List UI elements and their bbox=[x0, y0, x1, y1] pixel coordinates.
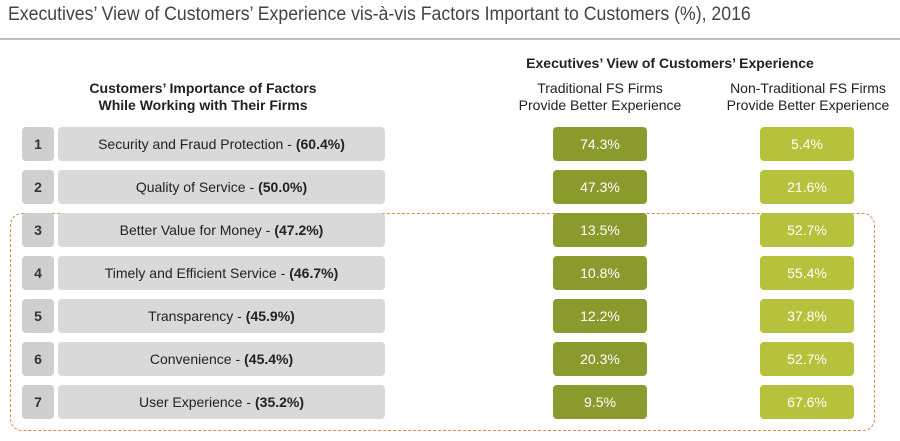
traditional-value-cell: 47.3% bbox=[553, 170, 647, 204]
non-traditional-header-line1: Non-Traditional FS Firms bbox=[730, 80, 886, 96]
importance-value: (45.4%) bbox=[244, 351, 294, 367]
rank-badge: 3 bbox=[22, 213, 54, 247]
factor-name: Convenience - bbox=[149, 351, 241, 367]
factor-name: Security and Fraud Protection - bbox=[98, 136, 292, 152]
non-traditional-value-cell: 37.8% bbox=[760, 299, 854, 333]
table-row: 4 Timely and Efficient Service - (46.7%) 10… bbox=[0, 255, 900, 291]
non-traditional-value-cell: 52.7% bbox=[760, 213, 854, 247]
chart-title: Executives’ View of Customers’ Experienc… bbox=[8, 4, 751, 25]
traditional-value-cell: 74.3% bbox=[553, 127, 647, 161]
factor-label: Quality of Service - (50.0%) bbox=[58, 170, 385, 204]
rank-badge: 4 bbox=[22, 256, 54, 290]
non-traditional-value-cell: 67.6% bbox=[760, 385, 854, 419]
rank-badge: 2 bbox=[22, 170, 54, 204]
factor-name: Quality of Service - bbox=[135, 179, 255, 195]
importance-value: (60.4%) bbox=[295, 136, 345, 152]
factor-label: Timely and Efficient Service - (46.7%) bbox=[58, 256, 385, 290]
non-traditional-header-line2: Provide Better Experience bbox=[726, 97, 890, 113]
non-traditional-column-header: Non-Traditional FS Firms Provide Better … bbox=[713, 80, 900, 114]
importance-value: (50.0%) bbox=[258, 179, 308, 195]
factor-label: User Experience - (35.2%) bbox=[58, 385, 385, 419]
importance-value: (35.2%) bbox=[255, 394, 305, 410]
traditional-value-cell: 9.5% bbox=[553, 385, 647, 419]
traditional-value-cell: 13.5% bbox=[553, 213, 647, 247]
customers-importance-header-line2: While Working with Their Firms bbox=[98, 97, 308, 113]
rank-badge: 6 bbox=[22, 342, 54, 376]
table-row: 2 Quality of Service - (50.0%) 47.3% 21.6% bbox=[0, 169, 900, 205]
factor-name: User Experience - bbox=[138, 394, 251, 410]
factor-name: Better Value for Money - bbox=[119, 222, 271, 238]
table-row: 1 Security and Fraud Protection - (60.4%) 7… bbox=[0, 126, 900, 162]
factor-label: Convenience - (45.4%) bbox=[58, 342, 385, 376]
executives-view-header: Executives’ View of Customers’ Experienc… bbox=[526, 55, 814, 71]
factor-label: Security and Fraud Protection - (60.4%) bbox=[58, 127, 385, 161]
customers-importance-header-line1: Customers’ Importance of Factors bbox=[89, 80, 317, 96]
non-traditional-value-cell: 55.4% bbox=[760, 256, 854, 290]
title-divider bbox=[0, 38, 900, 40]
non-traditional-value-cell: 21.6% bbox=[760, 170, 854, 204]
table-row: 5 Transparency - (45.9%) 12.2% 37.8% bbox=[0, 298, 900, 334]
traditional-value-cell: 12.2% bbox=[553, 299, 647, 333]
non-traditional-value-cell: 5.4% bbox=[760, 127, 854, 161]
table-row: 7 User Experience - (35.2%) 9.5% 67.6% bbox=[0, 384, 900, 420]
customers-importance-header: Customers’ Importance of Factors While W… bbox=[58, 80, 348, 114]
importance-value: (45.9%) bbox=[245, 308, 295, 324]
importance-value: (47.2%) bbox=[274, 222, 324, 238]
factor-name: Transparency - bbox=[148, 308, 242, 324]
table-row: 6 Convenience - (45.4%) 20.3% 52.7% bbox=[0, 341, 900, 377]
traditional-value-cell: 10.8% bbox=[553, 256, 647, 290]
factor-name: Timely and Efficient Service - bbox=[104, 265, 286, 281]
rank-badge: 5 bbox=[22, 299, 54, 333]
rank-badge: 7 bbox=[22, 385, 54, 419]
table-row: 3 Better Value for Money - (47.2%) 13.5% 52.… bbox=[0, 212, 900, 248]
rank-badge: 1 bbox=[22, 127, 54, 161]
factor-label: Transparency - (45.9%) bbox=[58, 299, 385, 333]
traditional-header-line2: Provide Better Experience bbox=[518, 97, 682, 113]
factor-label: Better Value for Money - (47.2%) bbox=[58, 213, 385, 247]
non-traditional-value-cell: 52.7% bbox=[760, 342, 854, 376]
highlight-dashed-box bbox=[10, 213, 875, 431]
traditional-value-cell: 20.3% bbox=[553, 342, 647, 376]
traditional-column-header: Traditional FS Firms Provide Better Expe… bbox=[505, 80, 695, 114]
importance-value: (46.7%) bbox=[289, 265, 339, 281]
traditional-header-line1: Traditional FS Firms bbox=[537, 80, 663, 96]
